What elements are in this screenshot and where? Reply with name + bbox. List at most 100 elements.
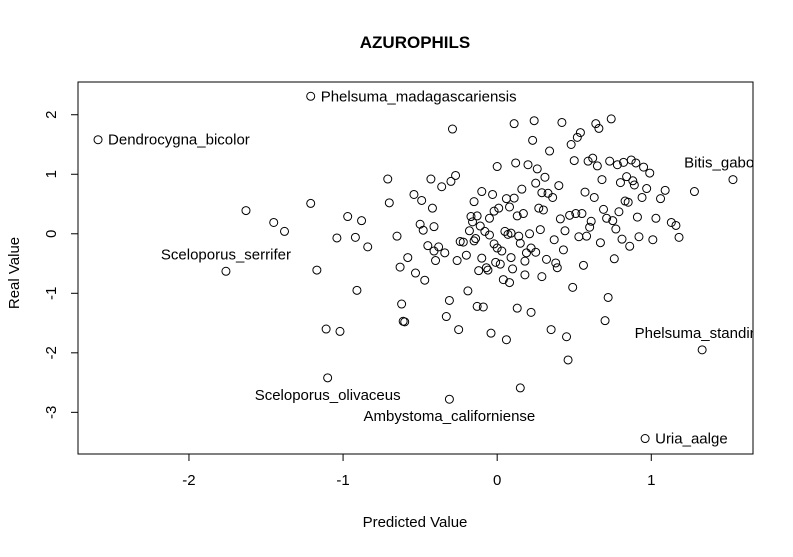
data-point xyxy=(606,114,616,124)
data-point xyxy=(631,158,641,168)
data-point xyxy=(589,192,599,202)
data-point xyxy=(651,213,661,223)
data-point xyxy=(540,172,550,182)
data-point xyxy=(637,192,647,202)
data-point xyxy=(475,221,485,231)
data-point xyxy=(520,256,530,266)
labeled-data-point xyxy=(444,394,454,404)
data-point xyxy=(501,335,511,345)
x-tick-label: 1 xyxy=(647,472,655,489)
data-point xyxy=(434,242,444,252)
chart-title: AZUROPHILS xyxy=(360,33,471,52)
data-point xyxy=(611,224,621,234)
point-labels: Dendrocygna_bicolor Phelsuma_madagascarie… xyxy=(108,88,782,447)
data-point xyxy=(548,192,558,202)
data-point xyxy=(531,178,541,188)
data-point xyxy=(415,219,425,229)
x-axis: -2 -1 0 1 xyxy=(182,453,655,489)
data-point xyxy=(441,312,451,322)
data-point xyxy=(455,237,465,247)
data-point xyxy=(484,230,494,240)
data-point xyxy=(477,187,487,197)
x-tick-label: -1 xyxy=(336,472,349,489)
data-point xyxy=(671,220,681,230)
data-point xyxy=(614,207,624,217)
data-point xyxy=(623,197,633,207)
data-point xyxy=(498,275,508,285)
data-point xyxy=(492,243,502,253)
data-point xyxy=(538,205,548,215)
data-point xyxy=(597,175,607,185)
data-point xyxy=(609,254,619,264)
point-label: Sceloporus_olivaceus xyxy=(255,387,401,404)
data-point xyxy=(575,128,585,138)
data-point xyxy=(617,234,627,244)
data-point xyxy=(357,216,367,226)
data-point xyxy=(483,265,493,275)
data-point xyxy=(312,265,322,275)
data-point xyxy=(572,132,582,142)
data-point xyxy=(446,176,456,186)
data-point xyxy=(397,299,407,309)
data-point xyxy=(656,194,666,204)
data-point xyxy=(517,184,527,194)
data-point xyxy=(472,211,482,221)
data-point xyxy=(549,235,559,245)
data-point xyxy=(594,123,604,133)
data-point xyxy=(574,232,584,242)
data-point xyxy=(588,153,598,163)
point-label: Bitis_gabonica xyxy=(684,155,782,172)
data-point xyxy=(500,226,510,236)
data-point xyxy=(608,216,618,226)
data-point xyxy=(509,119,519,129)
data-point xyxy=(403,253,413,263)
data-point xyxy=(532,164,542,174)
data-point xyxy=(420,275,430,285)
data-point xyxy=(383,174,393,184)
data-point xyxy=(437,182,447,192)
data-point xyxy=(526,307,536,317)
data-point xyxy=(514,231,524,241)
data-point xyxy=(537,272,547,282)
data-point xyxy=(454,325,464,335)
data-point xyxy=(506,228,516,238)
data-point xyxy=(481,263,491,273)
data-point xyxy=(612,160,622,170)
data-point xyxy=(488,189,498,199)
point-label: Phelsuma_madagascariensis xyxy=(321,88,517,105)
point-label: Ambystoma_californiense xyxy=(364,408,536,425)
data-point xyxy=(464,226,474,236)
data-point xyxy=(417,195,427,205)
data-point xyxy=(634,232,644,242)
data-point xyxy=(518,209,528,219)
data-point xyxy=(515,238,525,248)
data-point xyxy=(566,139,576,149)
data-point xyxy=(440,248,450,258)
data-point xyxy=(583,156,593,166)
data-point xyxy=(451,170,461,180)
data-point xyxy=(411,268,420,278)
data-point xyxy=(508,264,518,274)
y-tick-label: -3 xyxy=(43,406,60,419)
data-point xyxy=(497,246,507,256)
data-point xyxy=(531,247,541,257)
labeled-data-point xyxy=(640,434,650,444)
point-label: Sceloporus_serrifer xyxy=(161,246,291,263)
y-axis-title: Real Value xyxy=(6,237,23,309)
y-axis: -3 -2 -1 0 1 2 xyxy=(43,111,79,419)
data-point xyxy=(580,187,590,197)
data-point xyxy=(469,236,479,246)
data-point xyxy=(603,292,613,302)
data-point xyxy=(578,260,588,270)
data-point xyxy=(505,278,515,288)
point-label: Phelsuma_standingi xyxy=(635,325,770,342)
data-point xyxy=(537,188,547,198)
data-point xyxy=(525,229,535,239)
data-point xyxy=(591,119,601,129)
data-point xyxy=(461,250,471,260)
data-point xyxy=(565,210,575,220)
data-point xyxy=(543,188,553,198)
data-point xyxy=(492,162,502,172)
